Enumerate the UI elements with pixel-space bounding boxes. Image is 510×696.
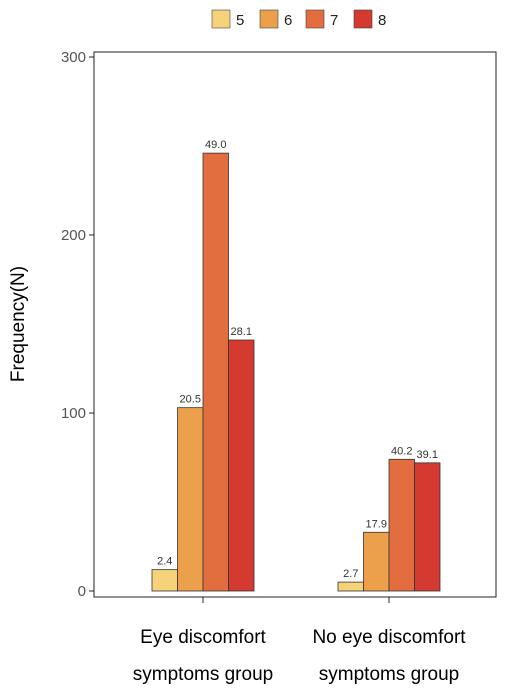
bar-data-label: 2.7 [343, 568, 358, 580]
plot-frame [93, 51, 497, 598]
bar-8-eye-discomfort [228, 339, 255, 592]
legend: 5 6 7 8 [211, 9, 386, 29]
legend-label: 7 [330, 12, 338, 29]
legend-label: 5 [236, 12, 244, 29]
bar-data-label: 49.0 [205, 139, 226, 151]
legend-swatch-7 [305, 9, 325, 29]
plot-area: 0 100 200 300 2.4 2.7 20.5 17.9 49.0 40.2 28.1 39.… [61, 49, 497, 685]
bar-7-eye-discomfort [202, 152, 229, 592]
bar-data-label: 39.1 [417, 449, 438, 461]
bar-6-no-eye-discomfort [363, 531, 390, 592]
bar-data-label: 40.2 [391, 445, 412, 457]
y-axis-label: Frequency(N) [8, 266, 29, 382]
x-axis: Eye discomfort symptoms group No eye disco… [133, 597, 466, 685]
bar-6-eye-discomfort [177, 407, 204, 592]
bar-7-no-eye-discomfort [388, 458, 415, 592]
y-tick-label: 300 [61, 49, 86, 66]
legend-swatch-6 [259, 9, 279, 29]
y-tick-label: 100 [61, 405, 86, 422]
x-category-label: Eye discomfort [140, 627, 266, 648]
y-axis: 0 100 200 300 [61, 49, 94, 600]
bar-data-label: 2.4 [157, 556, 172, 568]
bar-5-no-eye-discomfort [337, 581, 364, 592]
x-category-label: symptoms group [319, 664, 459, 685]
bar-data-label: 28.1 [231, 326, 252, 338]
legend-label: 8 [378, 12, 386, 29]
bar-data-label: 17.9 [366, 518, 387, 530]
bar-5-eye-discomfort [151, 569, 178, 592]
x-category-label: symptoms group [133, 664, 273, 685]
legend-label: 6 [284, 12, 292, 29]
bar-8-no-eye-discomfort [414, 462, 441, 592]
bars: 2.4 2.7 20.5 17.9 49.0 40.2 28.1 39.1 [151, 139, 441, 592]
x-category-label: No eye discomfort [312, 627, 466, 648]
y-tick-label: 0 [78, 583, 86, 600]
legend-swatch-8 [353, 9, 373, 29]
legend-swatch-5 [211, 9, 231, 29]
y-tick-label: 200 [61, 227, 86, 244]
bar-data-label: 20.5 [180, 394, 201, 406]
